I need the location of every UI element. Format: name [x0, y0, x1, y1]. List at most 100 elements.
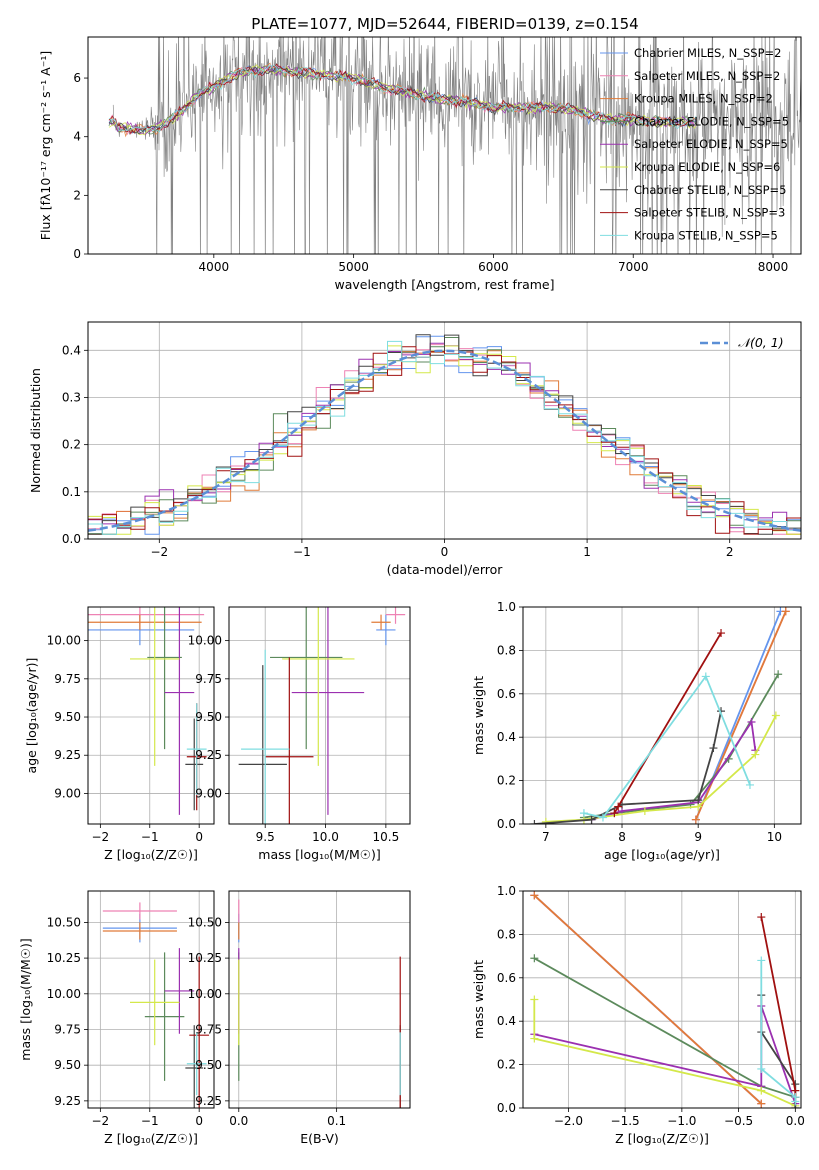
- y-tick-label: 0.1: [62, 485, 81, 499]
- x-tick-label: 8000: [758, 260, 789, 274]
- mass-weight-line-salpeter-stelib: [760, 916, 797, 1098]
- mass-weight-line-kroupa-stelib: [583, 674, 751, 819]
- y-tick-label: 0.6: [497, 971, 516, 985]
- y-axis-label: Flux [fλ10⁻¹⁷ erg cm⁻² s⁻¹ A⁻¹]: [38, 51, 53, 240]
- x-tick-label: 4000: [199, 260, 230, 274]
- y-tick-label: 9.00: [54, 786, 81, 800]
- x-axis-label: E(B-V): [300, 1131, 339, 1146]
- mass-weight-marker-salpeter-stelib: [757, 913, 766, 922]
- y-tick-label: 0.6: [497, 687, 516, 701]
- normal-distribution-curve: [88, 349, 801, 532]
- mass-weight-marker-kroupa-stelib: [757, 1064, 766, 1073]
- mass-weight-marker-salpeter-stelib: [717, 629, 726, 638]
- x-tick-label: 0: [195, 830, 203, 844]
- mass-weight-line-chabrier-elodie: [533, 957, 796, 1099]
- x-tick-label: 7: [542, 830, 550, 844]
- plot-area: [530, 891, 800, 1108]
- x-axis-label: age [log₁₀(age/yr)]: [604, 847, 720, 862]
- legend-label-kroupa-stelib: Kroupa STELIB, N_SSP=5: [634, 228, 778, 242]
- y-tick-label: 0.4: [497, 730, 516, 744]
- y-axis-label: mass [log₁₀(M/M☉)]: [18, 938, 33, 1060]
- x-tick-label: −1: [141, 1114, 159, 1128]
- plot-area: [530, 607, 790, 824]
- x-axis-label: mass [log₁₀(M/M☉)]: [258, 847, 380, 862]
- x-tick-label: 9: [694, 830, 702, 844]
- y-tick-label: 9.75: [195, 1022, 222, 1036]
- y-tick-label: 2: [73, 188, 81, 202]
- mass-weight-marker-chabrier-elodie: [774, 670, 783, 679]
- axes-frame: [87, 321, 802, 540]
- y-tick-label: 6: [73, 71, 81, 85]
- y-tick-label: 0.0: [497, 1101, 516, 1115]
- mass-weight-marker-kroupa-miles: [781, 607, 790, 616]
- x-tick-label: 10: [767, 830, 782, 844]
- mass-weight-marker-kroupa-elodie: [541, 817, 550, 824]
- y-axis-label: mass weight: [471, 676, 486, 755]
- y-axis-label: age [log₁₀(age/yr)]: [24, 658, 39, 774]
- mass-weight-marker-kroupa-stelib: [701, 672, 710, 681]
- x-axis-label: Z [log₁₀(Z/Z☉)]: [104, 847, 198, 862]
- age-vs-mass-panel: 9.5 10.0 10.5 9.00 9.25 9.50 9.75 10.00 mass [lo…: [188, 606, 411, 862]
- mass-weight-marker-kroupa-elodie: [771, 711, 780, 720]
- mass-weight-marker-kroupa-miles: [691, 815, 700, 824]
- y-tick-label: 0.8: [497, 643, 516, 657]
- mass-weight-marker-chabrier-elodie: [530, 954, 539, 963]
- legend-label-kroupa-elodie: Kroupa ELODIE, N_SSP=6: [634, 160, 780, 174]
- plot-area: [238, 607, 406, 824]
- mass-weight-marker-salpeter-stelib: [610, 809, 619, 818]
- mass-weight-vs-age-panel: 7 8 9 10 0.0 0.2 0.4 0.6 0.8 1.0 age [log₁₀(age/yr…: [471, 600, 802, 862]
- mass-weight-line-kroupa-miles: [533, 894, 762, 1105]
- axes-frame: [228, 606, 411, 825]
- mass-weight-marker-kroupa-elodie: [640, 806, 649, 815]
- histogram-kroupa-stelib: [88, 340, 801, 535]
- x-tick-label: 0: [195, 1114, 203, 1128]
- y-tick-label: 9.50: [54, 710, 81, 724]
- mass-weight-marker-kroupa-stelib: [757, 956, 766, 965]
- observed-spectrum-line: [112, 37, 801, 254]
- y-tick-label: 10.00: [188, 987, 222, 1001]
- x-axis-label: wavelength [Angstrom, rest frame]: [334, 277, 554, 292]
- y-tick-label: 10.00: [47, 987, 81, 1001]
- legend-label-salpeter-elodie: Salpeter ELODIE, N_SSP=5: [634, 137, 788, 151]
- axes-frame: [87, 36, 802, 255]
- x-tick-label: 10.5: [373, 830, 400, 844]
- mass-weight-marker-chabrier-stelib: [709, 744, 718, 753]
- y-tick-label: 0.3: [62, 390, 81, 404]
- x-tick-label: 7000: [618, 260, 649, 274]
- x-tick-label: 6000: [478, 260, 509, 274]
- plot-area: [88, 607, 207, 815]
- x-tick-label: −2: [92, 830, 110, 844]
- x-tick-label: 1: [583, 545, 591, 559]
- x-tick-label: 2: [726, 545, 734, 559]
- x-tick-label: 0.0: [786, 1114, 805, 1128]
- mass-weight-marker-kroupa-stelib: [579, 809, 588, 818]
- mass-weight-marker-salpeter-elodie: [747, 718, 756, 727]
- x-tick-label: 10.0: [312, 830, 339, 844]
- y-tick-label: 0.0: [62, 532, 81, 546]
- mass-weight-line-kroupa-miles: [695, 610, 787, 821]
- axes-frame: [522, 606, 802, 825]
- y-axis-label: mass weight: [471, 960, 486, 1039]
- histogram-chabrier-stelib: [88, 334, 801, 535]
- x-tick-label: 0.1: [327, 1114, 346, 1128]
- y-tick-label: 9.25: [195, 1094, 222, 1108]
- age-vs-metallicity-panel: −2 −1 0 9.00 9.25 9.50 9.75 10.00 Z [log₁₀(Z/Z☉)…: [24, 606, 215, 862]
- mass-weight-marker-kroupa-stelib: [745, 780, 754, 789]
- y-tick-label: 9.25: [195, 748, 222, 762]
- legend-label-salpeter-miles: Salpeter MILES, N_SSP=2: [634, 69, 780, 83]
- x-tick-label: −1.0: [667, 1114, 696, 1128]
- y-tick-label: 9.25: [54, 1094, 81, 1108]
- y-tick-label: 10.25: [47, 951, 81, 965]
- y-tick-label: 10.50: [188, 915, 222, 929]
- axes-frame: [87, 606, 215, 825]
- y-tick-label: 4: [73, 130, 81, 144]
- y-tick-label: 9.50: [195, 710, 222, 724]
- model-spectrum-kroupa-elodie: [108, 64, 697, 136]
- y-tick-label: 9.50: [54, 1058, 81, 1072]
- plot-area: [88, 334, 801, 535]
- mass-weight-marker-kroupa-miles: [530, 891, 539, 900]
- plot-area: [238, 899, 401, 1108]
- mass-weight-marker-chabrier-stelib: [530, 820, 539, 824]
- model-spectrum-salpeter-elodie: [108, 65, 697, 135]
